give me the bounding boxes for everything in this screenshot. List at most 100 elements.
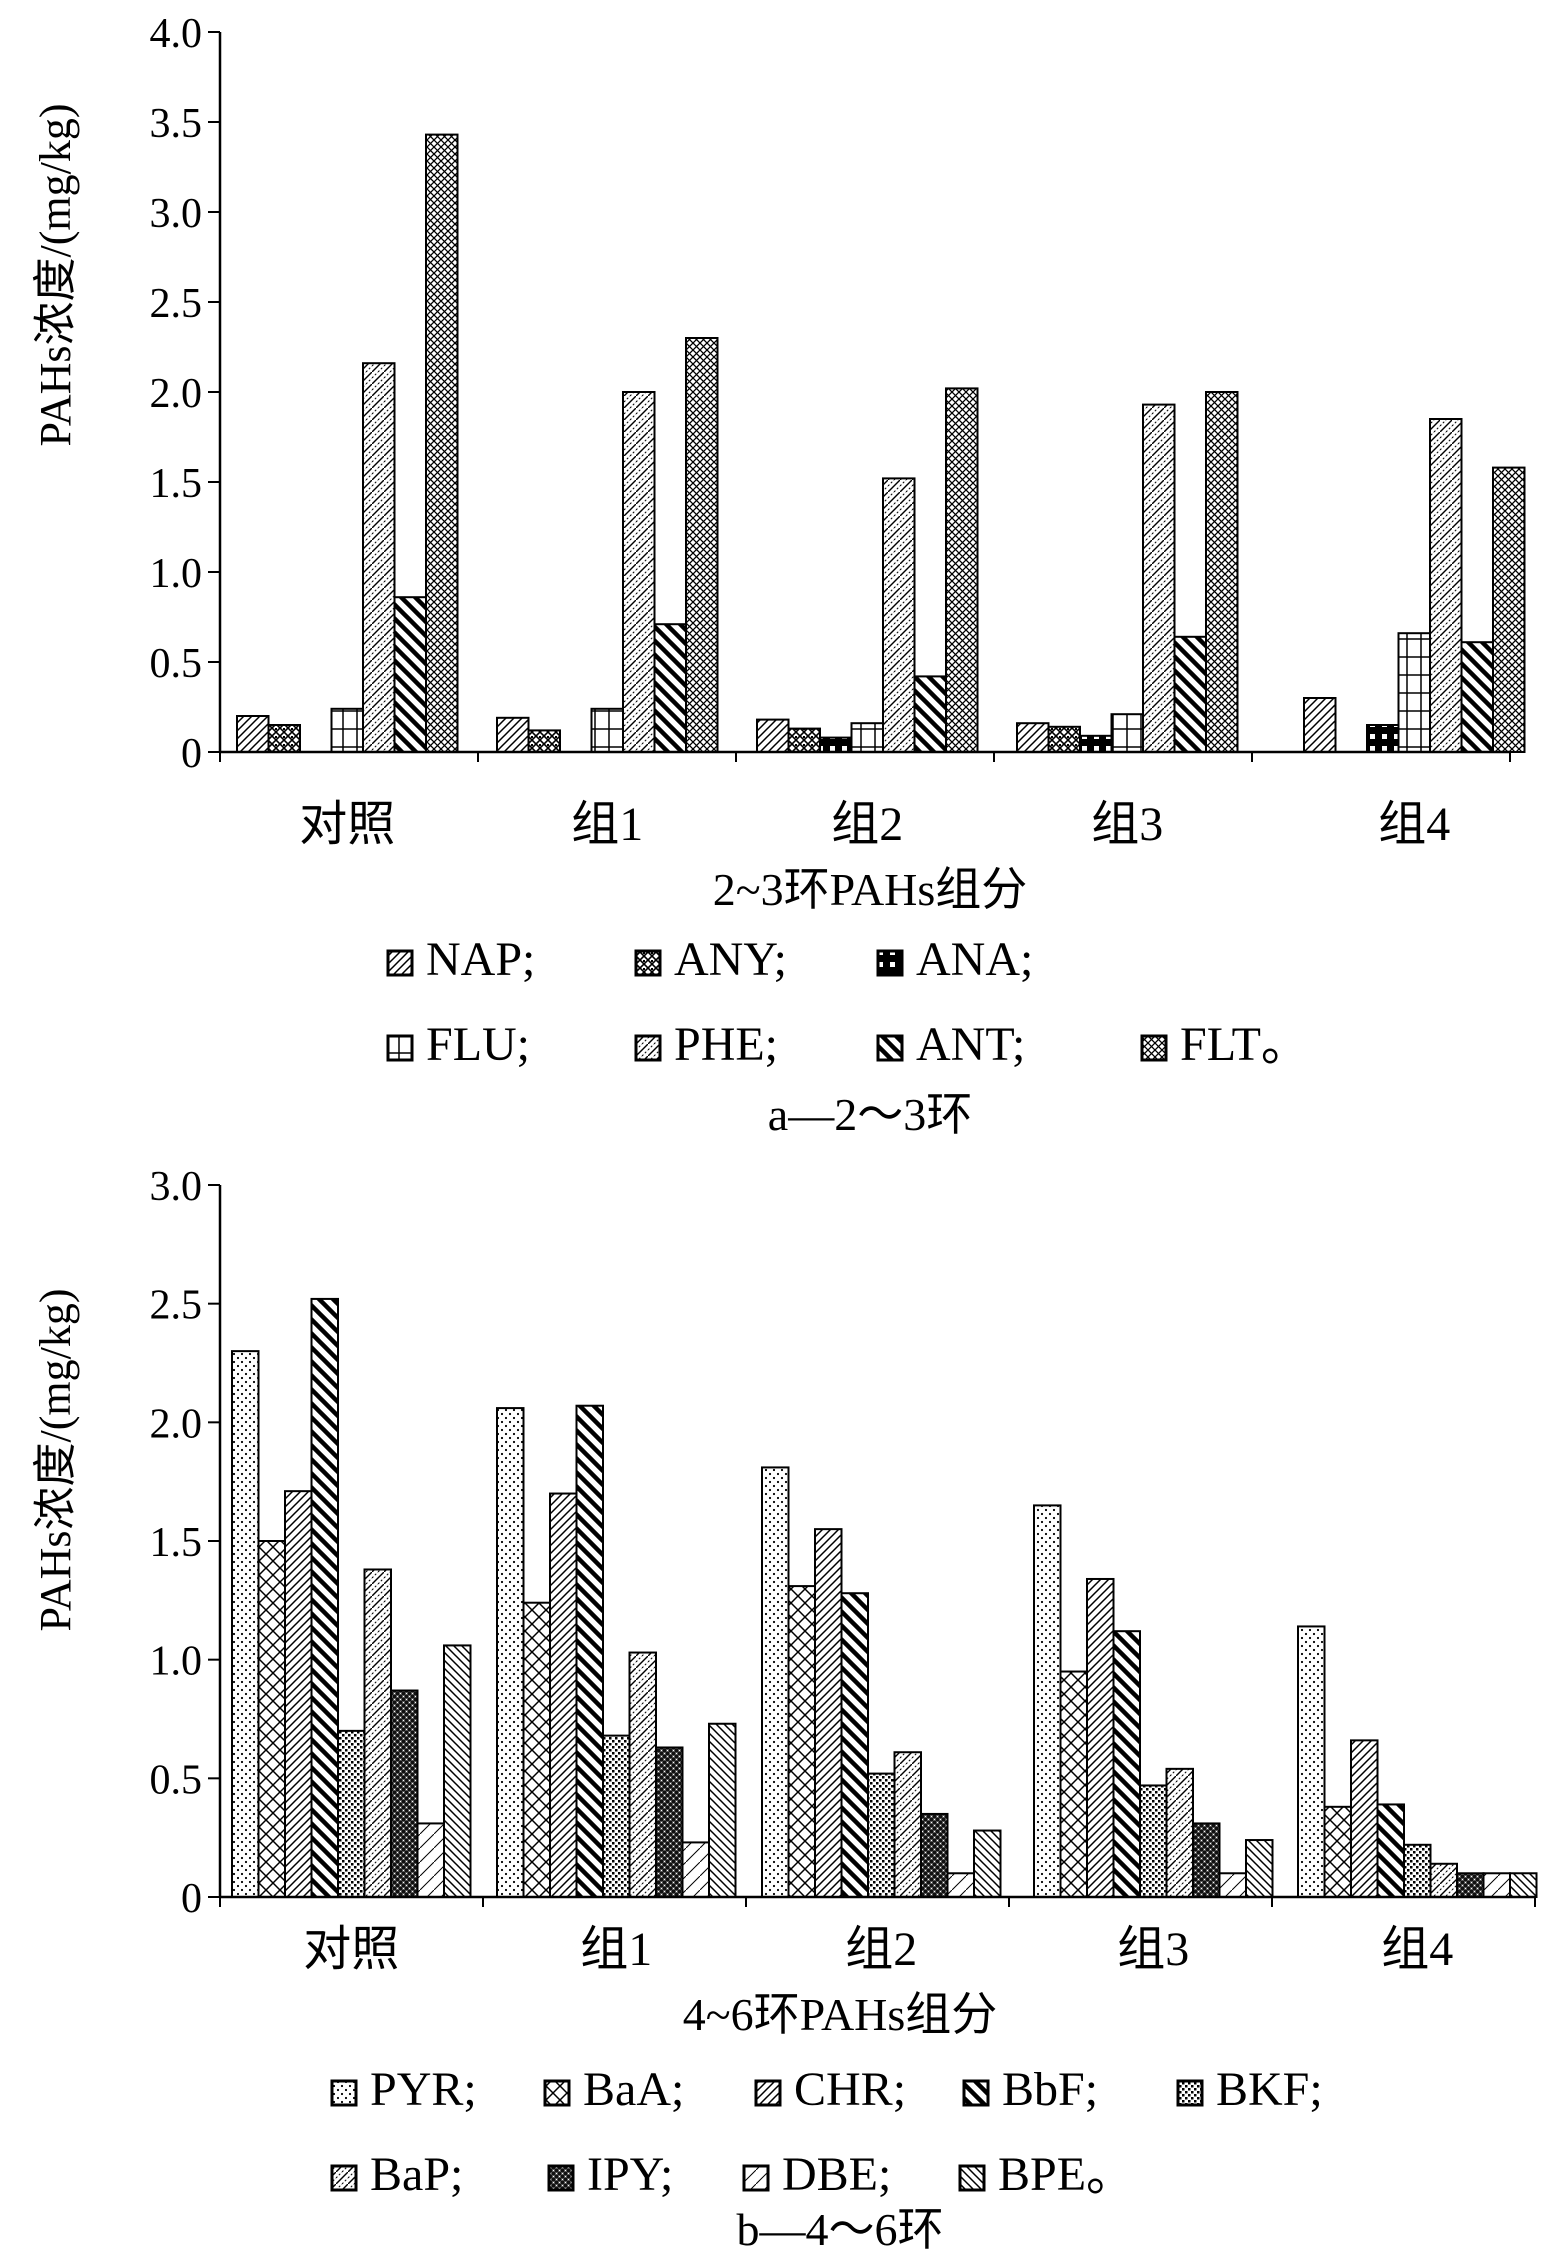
legend-label-ana: ANA; xyxy=(916,933,1033,986)
bar-bbf-group-5 xyxy=(1376,1803,1405,1898)
bar-any-group-4 xyxy=(1047,725,1081,753)
bar-bkf-group-4 xyxy=(1139,1784,1168,1899)
chart-b-ylabel: PAHs浓度/(mg/kg) xyxy=(31,1288,80,1631)
legend-swatch-bkf xyxy=(1176,2079,1204,2107)
bar-bap-group-2 xyxy=(628,1651,657,1898)
legend-swatch-pyr xyxy=(330,2079,358,2107)
legend-label-ipy: IPY; xyxy=(587,2148,673,2201)
chart-b-category-label: 组4 xyxy=(1381,1923,1453,1976)
chart-b-ytick-label: 0 xyxy=(181,1876,202,1922)
bar-pyr-group-3 xyxy=(761,1466,790,1898)
bar-nap-group-4 xyxy=(1016,722,1050,754)
chart-a-bars xyxy=(236,133,1526,754)
bar-chr-group-1 xyxy=(284,1490,313,1899)
chart-b-category-label: 对照 xyxy=(303,1923,399,1976)
bar-baa-group-1 xyxy=(257,1540,286,1898)
chart-a-ytick-label: 4.0 xyxy=(150,11,203,57)
bar-any-group-1 xyxy=(267,724,301,753)
bar-flu-group-5 xyxy=(1397,632,1431,754)
bar-any-group-2 xyxy=(527,729,561,754)
bar-ant-group-3 xyxy=(913,675,947,754)
legend-swatch-flt xyxy=(1140,1034,1168,1062)
chart-a-ytick-label: 3.5 xyxy=(150,101,203,147)
legend-swatch-chr xyxy=(754,2079,782,2107)
bar-nap-group-2 xyxy=(496,716,530,753)
chart-b-category-label: 组3 xyxy=(1117,1923,1189,1976)
chart-a-ytick-label: 1.5 xyxy=(150,461,203,507)
bar-phe-group-3 xyxy=(882,477,916,753)
chart-b-caption: b—4～6环 xyxy=(737,2204,944,2255)
legend-swatch-baa xyxy=(543,2079,571,2107)
legend-label-dbe: DBE; xyxy=(782,2148,891,2201)
bar-ant-group-2 xyxy=(653,623,687,754)
chart-b-axes xyxy=(218,1185,1536,1907)
chart-a-caption: a—2～3环 xyxy=(768,1089,972,1140)
chart-b-xlabel: 4~6环PAHs组分 xyxy=(683,1989,998,2040)
bar-phe-group-5 xyxy=(1429,418,1463,753)
bar-bbf-group-2 xyxy=(575,1404,604,1898)
bar-flt-group-2 xyxy=(685,337,719,753)
bar-nap-group-5 xyxy=(1303,697,1337,753)
chart-b-ytick-label: 1.5 xyxy=(150,1520,203,1566)
bar-phe-group-4 xyxy=(1142,403,1176,753)
bar-pyr-group-5 xyxy=(1297,1625,1326,1898)
chart-b: PAHs浓度/(mg/kg) 0 0.5 1.0 1.5 2.0 2.5 3.0 对照 组1 组… xyxy=(31,1164,1538,2255)
legend-swatch-ipy xyxy=(547,2164,575,2192)
legend-label-bpe: BPE。 xyxy=(998,2148,1134,2201)
bar-phe-group-2 xyxy=(622,391,656,753)
chart-b-category-label: 组1 xyxy=(580,1923,652,1976)
legend-swatch-dbe xyxy=(742,2164,770,2192)
chart-a-category-label: 组3 xyxy=(1091,798,1163,851)
bar-ant-group-5 xyxy=(1460,641,1494,754)
bar-flt-group-5 xyxy=(1492,466,1526,753)
legend-label-any: ANY; xyxy=(674,933,787,986)
bar-ipy-group-3 xyxy=(920,1812,949,1899)
legend-label-bbf: BbF; xyxy=(1002,2063,1098,2116)
bar-any-group-3 xyxy=(787,727,821,753)
legend-swatch-ant xyxy=(876,1034,904,1062)
bar-bkf-group-5 xyxy=(1403,1843,1432,1898)
bar-dbe-group-4 xyxy=(1218,1872,1247,1899)
legend-swatch-flu xyxy=(386,1034,414,1062)
bar-ant-group-4 xyxy=(1173,635,1207,753)
bar-flu-group-1 xyxy=(330,707,364,753)
bar-ipy-group-1 xyxy=(390,1689,419,1899)
legend-swatch-bap xyxy=(330,2164,358,2192)
chart-b-ytick-label: 3.0 xyxy=(150,1164,203,1210)
chart-a: PAHs浓度/(mg/kg) 0 0.5 1.0 1.5 2.0 2.5 3.0 3.5 4.0… xyxy=(31,11,1526,1140)
bar-bbf-group-3 xyxy=(840,1592,869,1899)
legend-label-pyr: PYR; xyxy=(370,2063,477,2116)
bar-bpe-group-5 xyxy=(1509,1872,1538,1899)
legend-swatch-bpe xyxy=(958,2164,986,2192)
chart-a-ylabel: PAHs浓度/(mg/kg) xyxy=(31,103,80,446)
bar-pyr-group-4 xyxy=(1033,1504,1062,1899)
legend-label-chr: CHR; xyxy=(794,2063,906,2116)
chart-a-ytick-label: 2.5 xyxy=(150,281,203,327)
bar-dbe-group-5 xyxy=(1482,1872,1511,1899)
chart-a-x-axis: 对照 组1 组2 组3 组4 xyxy=(299,798,1450,851)
legend-label-flu: FLU; xyxy=(426,1018,530,1071)
legend-label-baa: BaA; xyxy=(583,2063,684,2116)
chart-a-ytick-label: 0 xyxy=(181,731,202,777)
bar-bpe-group-1 xyxy=(443,1644,472,1898)
bar-bkf-group-3 xyxy=(867,1772,896,1898)
bar-bap-group-4 xyxy=(1165,1767,1194,1898)
chart-a-axes xyxy=(218,32,1511,762)
bar-bpe-group-2 xyxy=(708,1722,737,1899)
bar-bap-group-3 xyxy=(893,1751,922,1899)
bar-baa-group-5 xyxy=(1323,1805,1352,1899)
bar-dbe-group-2 xyxy=(681,1841,710,1898)
legend-label-flt: FLT。 xyxy=(1180,1018,1309,1071)
bar-bap-group-5 xyxy=(1429,1862,1458,1898)
bar-nap-group-1 xyxy=(236,715,270,753)
chart-a-legend: NAP; ANY; ANA; FLU; PHE; ANT; FLT。 xyxy=(386,933,1309,1071)
bar-chr-group-4 xyxy=(1086,1577,1115,1899)
chart-a-y-axis: 0 0.5 1.0 1.5 2.0 2.5 3.0 3.5 4.0 xyxy=(150,11,220,777)
bar-flt-group-1 xyxy=(425,133,459,754)
bar-ana-group-4 xyxy=(1079,734,1113,753)
bar-bpe-group-3 xyxy=(973,1829,1002,1898)
bar-ant-group-1 xyxy=(393,596,427,754)
chart-b-legend: PYR; BaA; CHR; BbF; BKF; BaP; IPY; DBE; BPE。 xyxy=(330,2063,1323,2201)
chart-a-xlabel: 2~3环PAHs组分 xyxy=(713,864,1028,915)
chart-b-category-label: 组2 xyxy=(845,1923,917,1976)
